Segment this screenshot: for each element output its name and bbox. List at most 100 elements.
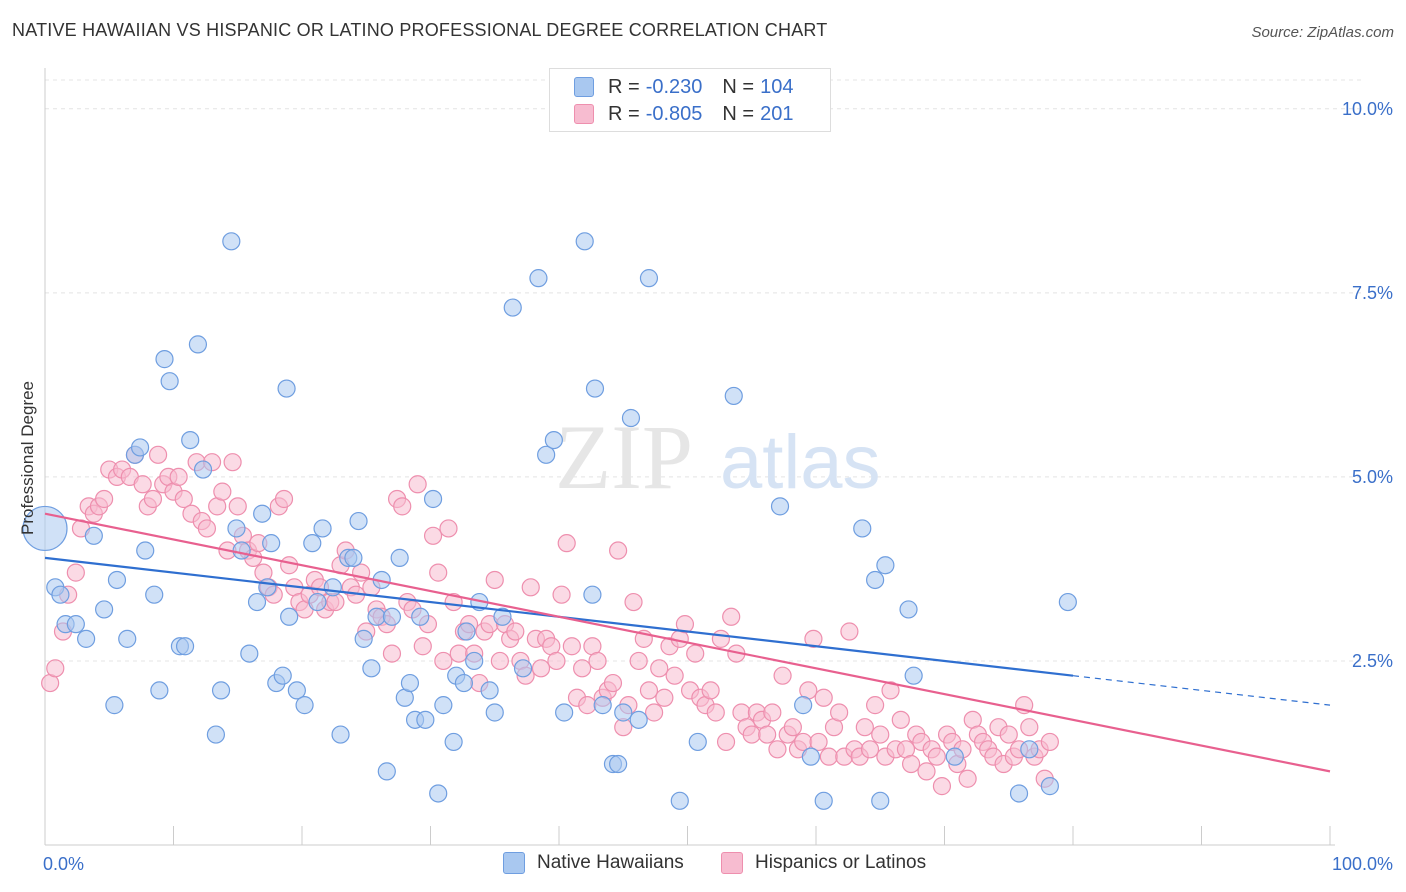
legend-swatch-blue <box>503 852 525 874</box>
data-point-native-hawaiian <box>429 784 448 803</box>
data-point-native-hawaiian <box>493 607 512 626</box>
y-axis-label: Professional Degree <box>18 381 37 535</box>
data-point-native-hawaiian <box>555 703 574 722</box>
data-point-hispanic-latino <box>629 651 648 671</box>
data-point-native-hawaiian <box>593 696 612 715</box>
data-point-native-hawaiian <box>465 651 484 671</box>
trend-lines <box>44 512 1331 773</box>
legend-n-value: 104 <box>760 75 794 98</box>
data-point-native-hawaiian <box>945 747 964 766</box>
data-point-hispanic-latino <box>223 453 242 472</box>
data-point-native-hawaiian <box>503 298 522 317</box>
data-point-native-hawaiian <box>130 438 150 457</box>
data-point-native-hawaiian <box>150 681 169 700</box>
legend-label: Hispanics or Latinos <box>755 852 927 873</box>
data-point-native-hawaiian <box>273 666 292 685</box>
legend-label: Native Hawaiians <box>537 852 684 873</box>
data-point-native-hawaiian <box>344 548 363 567</box>
data-point-native-hawaiian <box>206 725 226 744</box>
data-point-native-hawaiian <box>434 696 453 715</box>
data-point-native-hawaiian <box>866 570 885 590</box>
data-point-hispanic-latino <box>758 725 777 744</box>
data-point-hispanic-latino <box>490 651 509 671</box>
data-point-native-hawaiian <box>899 600 918 619</box>
watermark-atlas: atlas <box>720 420 881 505</box>
data-point-native-hawaiian <box>1020 740 1039 759</box>
data-point-native-hawaiian <box>277 379 296 398</box>
data-point-native-hawaiian <box>585 379 605 398</box>
grid-lines <box>45 79 1365 662</box>
data-point-hispanic-latino <box>639 681 659 700</box>
data-point-native-hawaiian <box>871 791 890 810</box>
data-point-hispanic-latino <box>557 534 576 553</box>
data-point-native-hawaiian <box>529 269 548 288</box>
data-point-native-hawaiian <box>349 511 368 531</box>
data-point-hispanic-latino <box>644 703 664 722</box>
data-point-native-hawaiian <box>155 350 174 369</box>
legend-r-label: R = <box>608 102 640 125</box>
data-point-native-hawaiian <box>232 541 251 560</box>
data-point-native-hawaiian <box>794 696 813 715</box>
data-point-hispanic-latino <box>382 644 402 663</box>
data-point-hispanic-latino <box>891 710 910 729</box>
data-point-hispanic-latino <box>588 651 607 671</box>
data-point-hispanic-latino <box>609 541 628 560</box>
data-point-hispanic-latino <box>143 489 163 509</box>
data-point-hispanic-latino <box>716 732 736 752</box>
chart-title: NATIVE HAWAIIAN VS HISPANIC OR LATINO PR… <box>12 20 828 40</box>
data-point-hispanic-latino <box>932 777 952 796</box>
data-point-hispanic-latino <box>133 475 152 494</box>
trend-line-hispanics-or-latinos <box>44 512 1331 773</box>
data-point-hispanic-latino <box>148 445 168 464</box>
data-point-native-hawaiian <box>444 732 463 752</box>
data-point-hispanic-latino <box>444 592 463 612</box>
data-point-native-hawaiian <box>639 269 659 288</box>
data-point-native-hawaiian <box>814 791 833 810</box>
data-point-hispanic-latino <box>927 747 946 766</box>
data-point-native-hawaiian <box>66 615 85 634</box>
data-point-hispanic-latino <box>228 497 247 516</box>
y-tick-label: 5.0% <box>1352 467 1393 487</box>
data-point-hispanic-latino <box>855 718 874 737</box>
data-point-hispanic-latino <box>722 607 741 626</box>
legend-item-native-hawaiians[interactable]: Native Hawaiians <box>503 852 684 874</box>
data-point-hispanic-latino <box>485 570 504 590</box>
data-point-native-hawaiian <box>724 386 743 406</box>
data-point-native-hawaiian <box>247 592 267 612</box>
legend-swatch-pink <box>721 852 743 874</box>
watermark: ZIP atlas <box>555 406 881 508</box>
data-point-native-hawaiian <box>537 445 556 464</box>
series-hispanics-or-latinos <box>41 445 1059 796</box>
data-point-native-hawaiian <box>222 232 241 251</box>
data-point-native-hawaiian <box>454 673 474 693</box>
legend-item-hispanics-or-latinos[interactable]: Hispanics or Latinos <box>721 852 926 874</box>
x-tick-label: 0.0% <box>43 854 84 874</box>
data-point-native-hawaiian <box>107 570 127 590</box>
data-point-hispanic-latino <box>449 644 468 663</box>
data-point-native-hawaiian <box>377 762 396 781</box>
data-point-hispanic-latino <box>506 622 525 641</box>
data-point-hispanic-latino <box>804 629 823 648</box>
data-point-hispanic-latino <box>711 629 731 648</box>
data-point-native-hawaiian <box>876 556 895 575</box>
data-point-hispanic-latino <box>547 651 566 671</box>
legend-n-label: N = <box>722 75 755 98</box>
data-point-hispanic-latino <box>701 681 720 700</box>
data-point-native-hawaiian <box>280 607 299 626</box>
data-point-hispanic-latino <box>393 497 412 516</box>
data-point-native-hawaiian <box>295 696 314 715</box>
data-point-hispanic-latino <box>66 563 85 582</box>
data-point-hispanic-latino <box>860 740 880 759</box>
data-point-hispanic-latino <box>408 475 427 494</box>
data-point-hispanic-latino <box>573 659 592 678</box>
data-point-native-hawaiian <box>688 732 707 752</box>
data-point-hispanic-latino <box>917 762 936 781</box>
data-point-native-hawaiian <box>367 607 386 626</box>
data-point-native-hawaiian <box>513 659 533 678</box>
data-point-native-hawaiian <box>485 703 504 722</box>
data-point-native-hawaiian <box>262 534 281 553</box>
data-point-native-hawaiian <box>313 519 332 538</box>
data-point-hispanic-latino <box>95 489 114 509</box>
data-point-native-hawaiian <box>629 710 648 729</box>
